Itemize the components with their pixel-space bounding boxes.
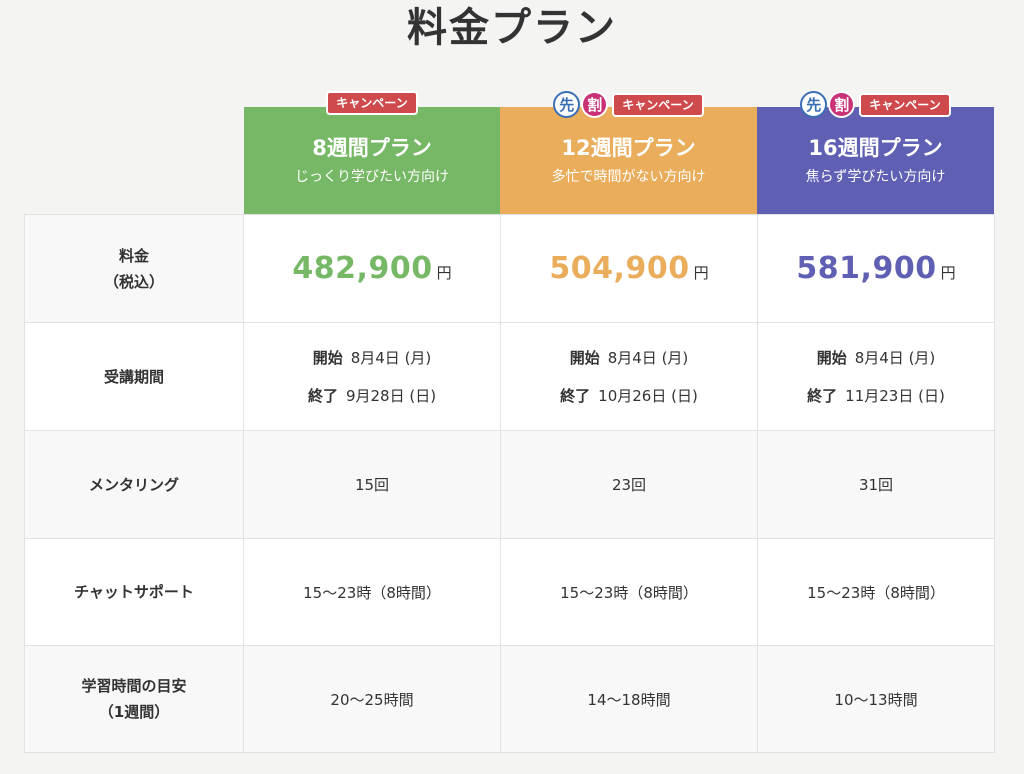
row-label-mentoring: メンタリング bbox=[25, 431, 244, 539]
study-cell-8w: 20〜25時間 bbox=[244, 646, 501, 753]
row-label-chat: チャットサポート bbox=[25, 539, 244, 646]
price-cell-8w: 482,900 円 bbox=[244, 215, 501, 323]
yen-unit: 円 bbox=[940, 264, 956, 282]
period-cell-16w: 開始 8月4日 (月) 終了 11月23日 (日) bbox=[758, 323, 995, 431]
start-label: 開始 bbox=[816, 348, 847, 367]
plan-header-12w: 先 割 キャンペーン 12週間プラン 多忙で時間がない方向け bbox=[500, 91, 757, 214]
end-date: 11月23日 (日) bbox=[845, 386, 945, 405]
end-label: 終了 bbox=[807, 386, 838, 405]
mentoring-cell-8w: 15回 bbox=[244, 431, 501, 539]
plan-name: 8週間プラン bbox=[312, 136, 432, 160]
start-label: 開始 bbox=[569, 348, 600, 367]
campaign-badge: キャンペーン bbox=[326, 91, 418, 115]
end-date: 9月28日 (日) bbox=[345, 386, 437, 405]
chat-cell-8w: 15〜23時（8時間） bbox=[244, 539, 501, 646]
mentoring-cell-12w: 23回 bbox=[501, 431, 758, 539]
start-date: 8月4日 (月) bbox=[607, 348, 689, 367]
end-date: 10月26日 (日) bbox=[598, 386, 698, 405]
early-char: 先 bbox=[800, 91, 828, 118]
mentoring-cell-16w: 31回 bbox=[758, 431, 995, 539]
campaign-badge: キャンペーン bbox=[859, 92, 951, 117]
row-label-study: 学習時間の目安 （1週間） bbox=[25, 646, 244, 753]
row-label-price: 料金 （税込） bbox=[25, 215, 244, 323]
study-cell-12w: 14〜18時間 bbox=[501, 646, 758, 753]
row-label-period: 受講期間 bbox=[25, 323, 244, 431]
price-label: 料金 bbox=[118, 246, 149, 265]
campaign-badge: キャンペーン bbox=[612, 92, 704, 117]
plan-tagline: じっくり学びたい方向け bbox=[295, 169, 449, 185]
start-label: 開始 bbox=[312, 348, 343, 367]
price-value: 504,900 bbox=[549, 251, 690, 286]
end-label: 終了 bbox=[307, 386, 338, 405]
chat-cell-16w: 15〜23時（8時間） bbox=[758, 539, 995, 646]
early-discount-badge: 先 割 bbox=[553, 91, 609, 118]
chat-cell-12w: 15〜23時（8時間） bbox=[501, 539, 758, 646]
period-cell-8w: 開始 8月4日 (月) 終了 9月28日 (日) bbox=[244, 323, 501, 431]
price-value: 581,900 bbox=[796, 251, 937, 286]
end-label: 終了 bbox=[560, 386, 591, 405]
plan-name: 16週間プラン bbox=[808, 136, 943, 160]
early-char: 先 bbox=[553, 91, 581, 118]
discount-char: 割 bbox=[828, 91, 856, 118]
plan-header-16w: 先 割 キャンペーン 16週間プラン 焦らず学びたい方向け bbox=[757, 91, 994, 214]
tax-label: （税込） bbox=[103, 272, 164, 291]
plan-badges: 先 割 キャンペーン bbox=[757, 91, 994, 118]
yen-unit: 円 bbox=[693, 264, 709, 282]
study-label: 学習時間の目安 bbox=[81, 677, 187, 695]
price-value: 482,900 bbox=[292, 251, 433, 286]
start-date: 8月4日 (月) bbox=[350, 348, 432, 367]
yen-unit: 円 bbox=[436, 264, 452, 282]
early-discount-badge: 先 割 bbox=[800, 91, 856, 118]
plan-badges: キャンペーン bbox=[244, 91, 500, 115]
plan-badges: 先 割 キャンペーン bbox=[500, 91, 757, 118]
start-date: 8月4日 (月) bbox=[854, 348, 936, 367]
price-cell-16w: 581,900 円 bbox=[758, 215, 995, 323]
study-cell-16w: 10〜13時間 bbox=[758, 646, 995, 753]
plan-name: 12週間プラン bbox=[561, 136, 696, 160]
discount-char: 割 bbox=[581, 91, 609, 118]
pricing-table: 料金 （税込） 482,900 円 504,900 円 581,900 円 受講期間 … bbox=[24, 214, 995, 753]
plan-header-8w: キャンペーン 8週間プラン じっくり学びたい方向け bbox=[244, 91, 500, 214]
plan-tagline: 多忙で時間がない方向け bbox=[551, 169, 706, 185]
price-cell-12w: 504,900 円 bbox=[501, 215, 758, 323]
plan-tagline: 焦らず学びたい方向け bbox=[805, 169, 946, 185]
page-title: 料金プラン bbox=[407, 5, 617, 51]
period-cell-12w: 開始 8月4日 (月) 終了 10月26日 (日) bbox=[501, 323, 758, 431]
study-sublabel: （1週間） bbox=[98, 703, 170, 721]
